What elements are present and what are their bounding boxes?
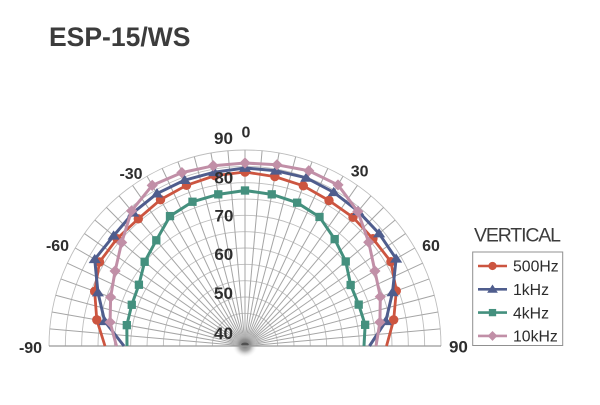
svg-text:60: 60 — [214, 245, 233, 264]
svg-text:VERTICAL: VERTICAL — [474, 225, 561, 247]
svg-text:ESP-15/WS: ESP-15/WS — [49, 22, 190, 52]
svg-text:10kHz: 10kHz — [513, 329, 558, 346]
svg-text:-60: -60 — [46, 238, 69, 255]
svg-text:80: 80 — [214, 168, 233, 187]
svg-text:-90: -90 — [19, 340, 42, 357]
svg-text:4kHz: 4kHz — [513, 305, 549, 322]
svg-text:40: 40 — [214, 324, 233, 343]
svg-text:90: 90 — [214, 129, 233, 148]
svg-text:50: 50 — [214, 284, 233, 303]
svg-text:70: 70 — [215, 207, 234, 226]
svg-text:60: 60 — [422, 238, 440, 255]
svg-text:30: 30 — [351, 164, 369, 181]
svg-text:500Hz: 500Hz — [513, 259, 559, 276]
svg-text:-30: -30 — [119, 166, 142, 183]
svg-text:90: 90 — [449, 338, 468, 357]
svg-text:0: 0 — [242, 125, 251, 142]
svg-text:1kHz: 1kHz — [513, 282, 549, 299]
